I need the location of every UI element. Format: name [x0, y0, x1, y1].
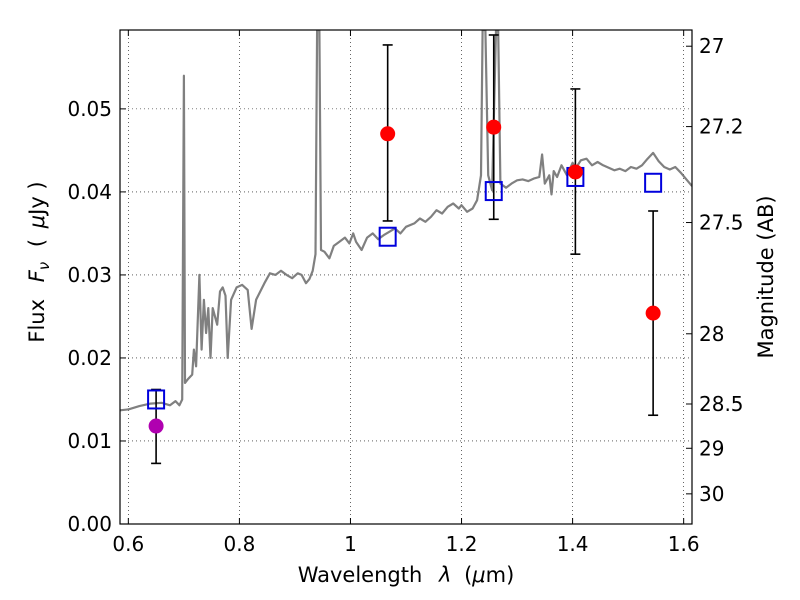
y-axis-label-unit-rest: Jy )	[25, 181, 49, 217]
y-axis-label-symbol: F	[25, 269, 49, 282]
y-axis-label-symbol-sub: ν	[35, 262, 53, 270]
x-tick-label: 0.6	[112, 532, 144, 556]
model-photometry-points	[147, 166, 663, 410]
model-point	[484, 181, 503, 202]
y2-tick-label: 29	[699, 436, 724, 460]
y2-axis-ticks: 27 27.2 27.5 28 28.5 29 30	[686, 34, 744, 506]
spectrum-line	[120, 30, 692, 412]
y-axis-ticks: 0.00 0.01 0.02 0.03 0.04 0.05	[67, 97, 126, 536]
x-tick-label: 0.8	[223, 532, 255, 556]
y-tick-label: 0.01	[67, 429, 112, 453]
x-tick-label: 1.4	[557, 532, 589, 556]
y-axis-label: Flux Fν ( μJy )	[25, 181, 54, 342]
observed-point	[380, 126, 396, 142]
y-tick-label: 0.04	[67, 180, 112, 204]
x-tick-label: 1.2	[446, 532, 478, 556]
x-axis-ticks: 0.6 0.8 1 1.2 1.4 1.6	[112, 30, 700, 556]
observed-point	[148, 418, 164, 434]
x-axis-label-unit-rest: m)	[486, 563, 515, 587]
error-bars	[151, 34, 659, 465]
y2-tick-label: 27.2	[699, 115, 744, 139]
x-tick-label: 1.6	[668, 532, 700, 556]
y2-tick-label: 27.5	[699, 211, 744, 235]
y-tick-label: 0.00	[67, 512, 112, 536]
y2-axis-label: Magnitude (AB)	[754, 195, 778, 358]
y-tick-label: 0.02	[67, 346, 112, 370]
y2-tick-label: 28	[699, 322, 724, 346]
x-axis-label-text: Wavelength	[298, 563, 423, 587]
y2-tick-label: 28.5	[699, 392, 744, 416]
observed-photometry-points	[148, 119, 661, 434]
model-point	[378, 226, 397, 247]
y-tick-label: 0.05	[67, 97, 112, 121]
y-axis-label-text: Flux	[25, 299, 49, 343]
x-axis-label: Wavelength λ (μm)	[298, 563, 515, 587]
y-tick-label: 0.03	[67, 263, 112, 287]
grid-lines	[120, 30, 692, 525]
model-point	[644, 172, 663, 193]
plot-frame	[119, 29, 693, 525]
x-axis-label-unit-mu: μ	[471, 563, 485, 587]
observed-point	[486, 119, 502, 135]
observed-point	[567, 164, 583, 180]
model-spectrum	[120, 30, 692, 412]
y2-tick-label: 27	[699, 34, 724, 58]
x-tick-label: 1	[344, 532, 357, 556]
y-axis-label-unit-open: (	[25, 239, 49, 247]
observed-point	[645, 305, 661, 321]
x-axis-label-symbol: λ	[438, 563, 451, 587]
y-axis-label-unit-mu: μ	[25, 215, 49, 229]
x-axis-label-unit-open: (	[464, 563, 472, 587]
y2-tick-label: 30	[699, 482, 724, 506]
model-point	[147, 389, 166, 410]
